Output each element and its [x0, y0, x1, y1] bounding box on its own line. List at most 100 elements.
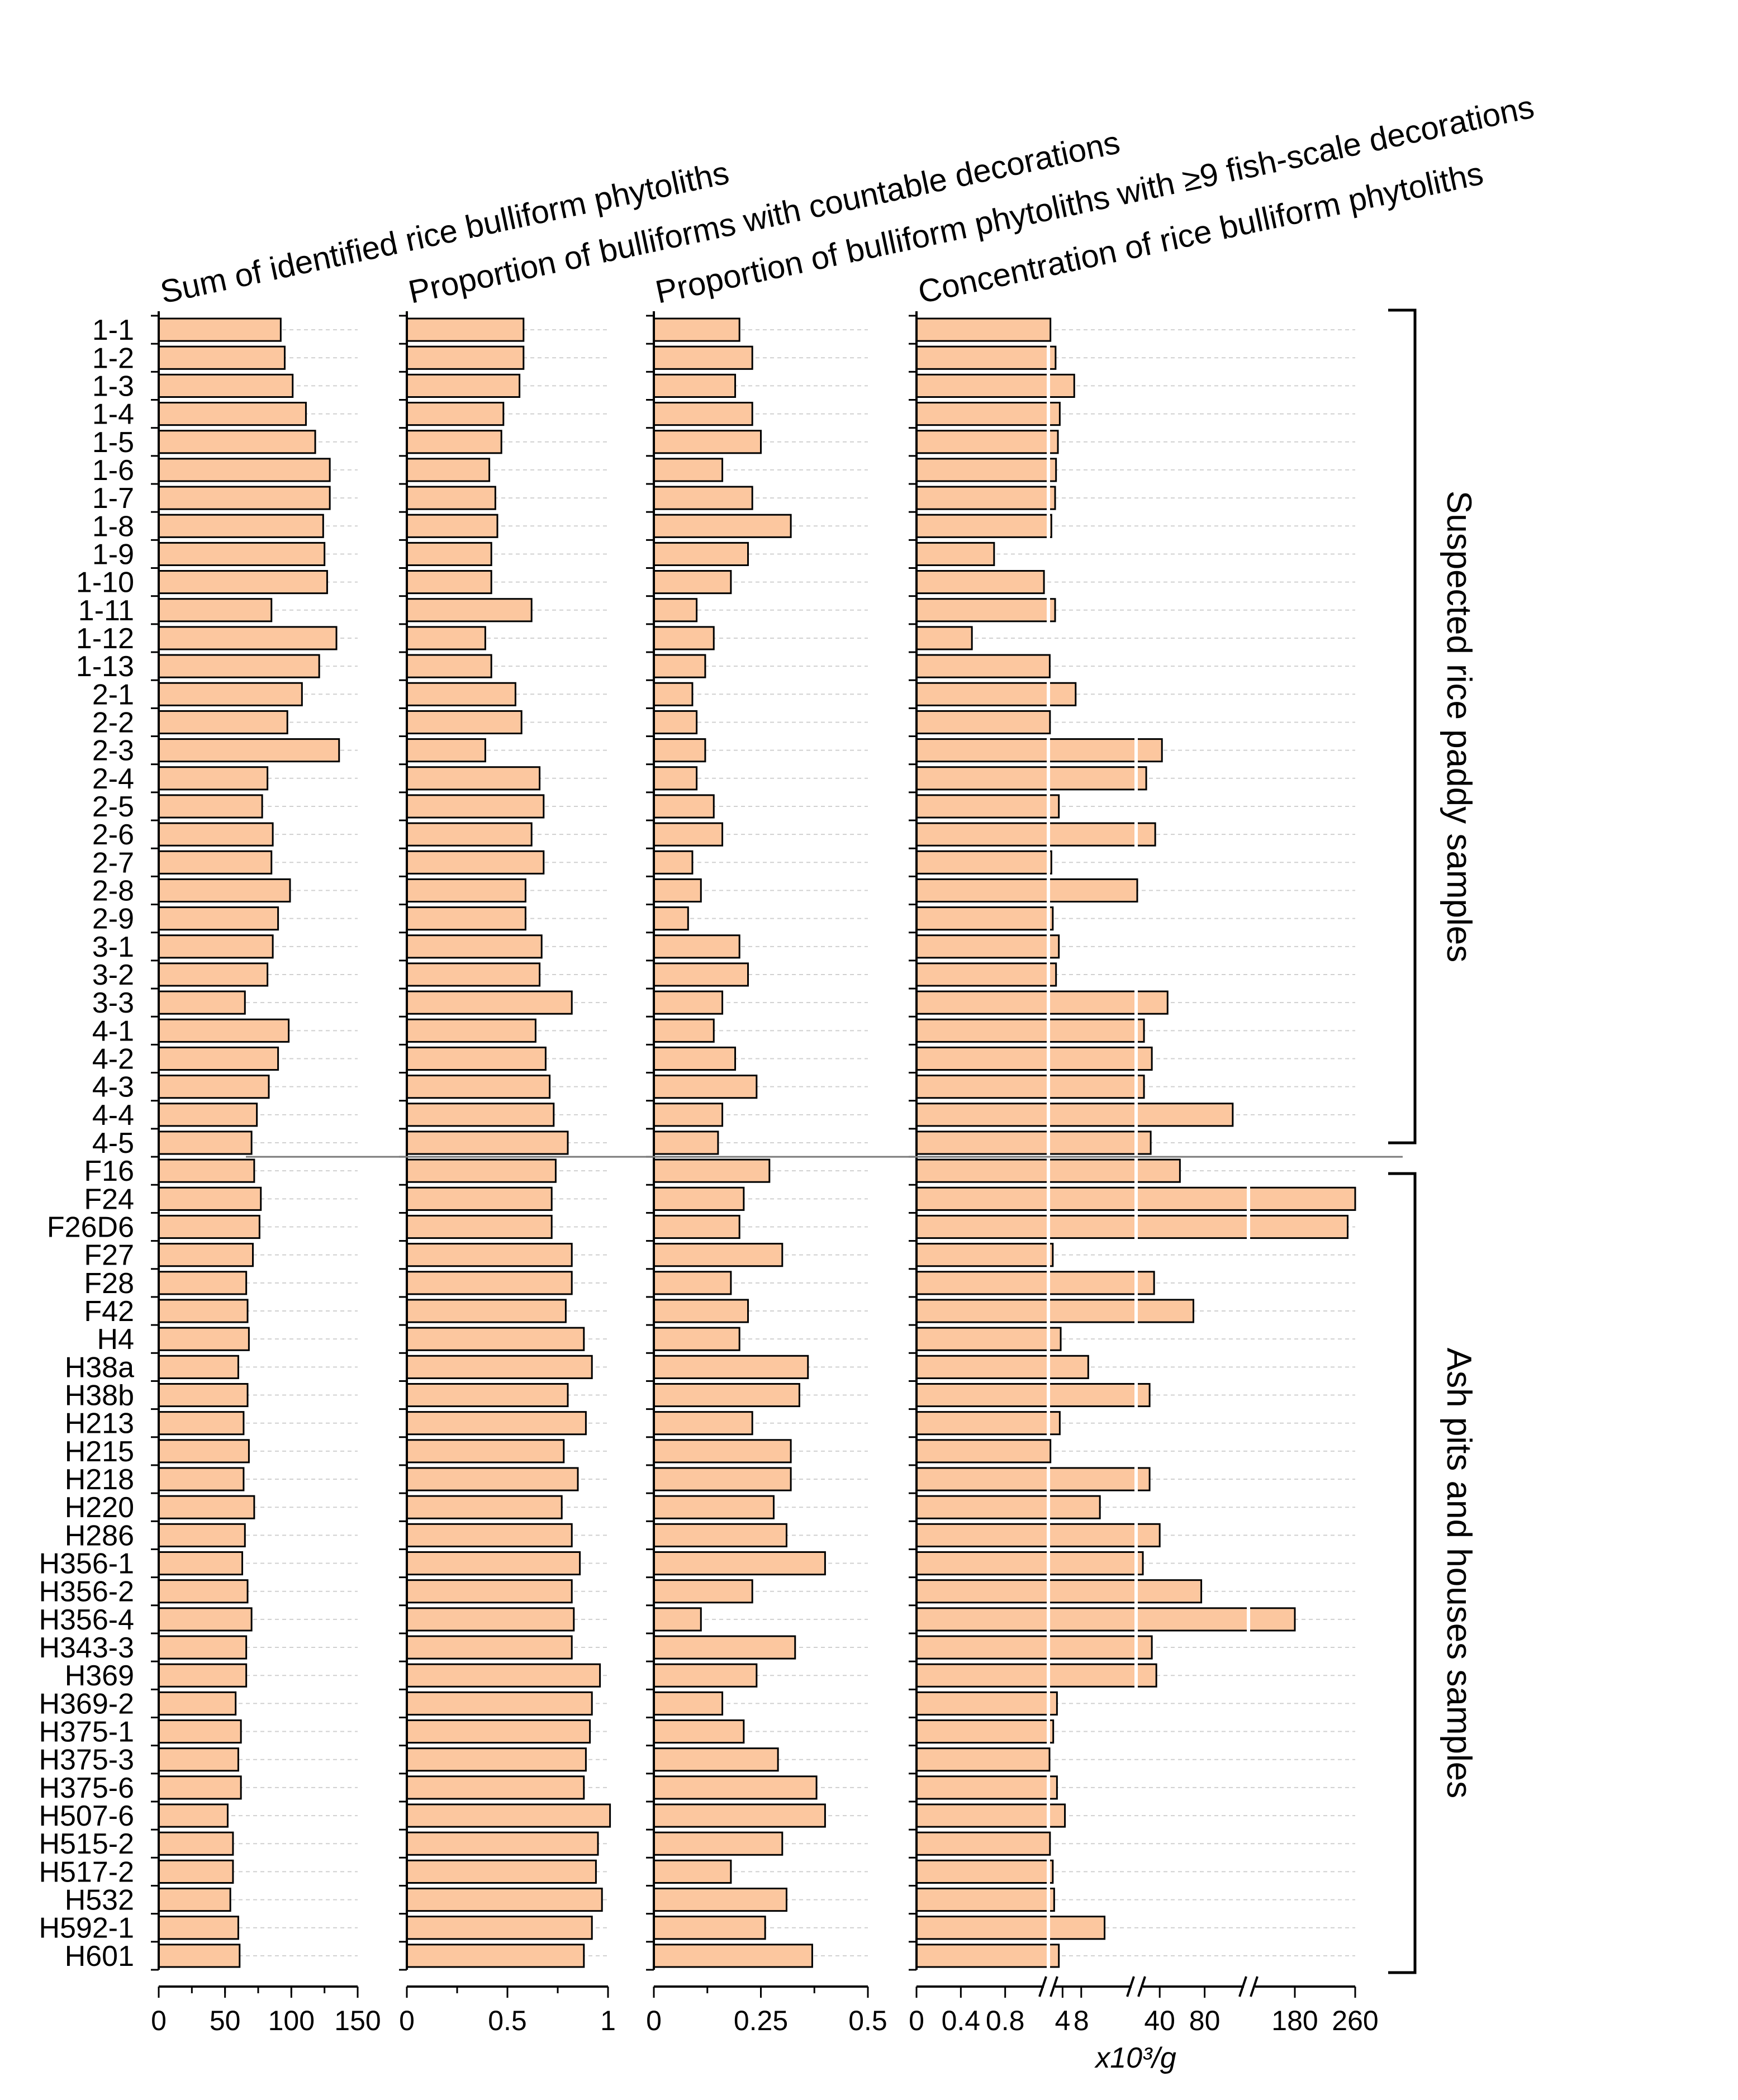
bar [915, 794, 1060, 819]
bar [915, 1355, 1089, 1379]
bar [406, 1691, 593, 1716]
bar [653, 317, 740, 342]
bar [406, 1327, 585, 1351]
bar [406, 962, 541, 987]
category-label: 4-5 [92, 1127, 134, 1160]
bar [406, 822, 533, 847]
x-tick-label: 0.5 [848, 2005, 887, 2036]
bar [653, 794, 715, 819]
bar [406, 486, 496, 510]
bar [915, 1271, 1155, 1295]
bar [653, 934, 740, 959]
bar [158, 345, 286, 370]
bar [406, 1607, 575, 1632]
bar [158, 570, 328, 595]
bar [653, 1243, 783, 1267]
category-label: H375-1 [39, 1716, 134, 1749]
bar [158, 822, 274, 847]
bar [406, 1075, 551, 1099]
bar [406, 1579, 573, 1604]
bars [158, 317, 1356, 1968]
x-tick-label: 1 [600, 2005, 616, 2036]
bar [406, 710, 523, 735]
category-label: 1-5 [92, 426, 134, 459]
bar [915, 626, 973, 650]
category-label: H517-2 [39, 1856, 134, 1888]
bar [653, 1944, 813, 1968]
bar [158, 1327, 250, 1351]
category-label: H286 [65, 1519, 134, 1552]
category-label: F16 [84, 1155, 134, 1187]
category-label: H532 [65, 1884, 134, 1917]
x-tick-label: 150 [334, 2005, 381, 2036]
bar [915, 1635, 1153, 1660]
x-tick-label: 0.4 [942, 2005, 981, 2036]
bar [158, 430, 316, 454]
bar [915, 738, 1163, 763]
bar [158, 1719, 242, 1744]
bar [406, 430, 502, 454]
bar [915, 1944, 1060, 1968]
x-tick-label: 50 [210, 2005, 241, 2036]
bar [406, 570, 492, 595]
category-label: 2-3 [92, 735, 134, 767]
bar [653, 1775, 818, 1800]
bar [915, 486, 1056, 510]
bar [406, 1944, 585, 1968]
category-label: 1-12 [76, 623, 134, 655]
bar [653, 430, 762, 454]
bar [653, 710, 698, 735]
x-axis-label: x10³/g [1094, 2042, 1176, 2074]
bar [158, 1018, 290, 1043]
bar [406, 990, 573, 1015]
bar [653, 570, 732, 595]
bar [406, 1831, 599, 1856]
bar [915, 373, 1075, 398]
bar [158, 1916, 239, 1940]
bar [915, 458, 1057, 482]
bar [653, 1551, 826, 1576]
bar [653, 1186, 745, 1211]
bar [158, 514, 324, 538]
category-label: 1-11 [78, 595, 134, 627]
bar [158, 1747, 239, 1772]
category-label: H38a [65, 1351, 134, 1384]
bar [406, 626, 486, 650]
bar [915, 345, 1057, 370]
bar [158, 1691, 237, 1716]
bar [406, 1411, 587, 1436]
category-label: F42 [84, 1295, 134, 1328]
bar [406, 850, 545, 875]
bar [158, 1859, 234, 1884]
bar [406, 1186, 553, 1211]
bar [158, 1635, 248, 1660]
category-label: 4-4 [92, 1099, 134, 1132]
bar [158, 1382, 249, 1408]
x-tick-label: 0 [646, 2005, 662, 2036]
bar [653, 1130, 719, 1155]
bar [653, 1158, 771, 1183]
bar [915, 1327, 1062, 1351]
bar [406, 878, 526, 903]
bar [158, 878, 291, 903]
bar [915, 1214, 1348, 1239]
bar [158, 317, 282, 342]
bar [653, 1299, 749, 1323]
x-tick-label: 4 [1055, 2005, 1070, 2036]
bar [653, 878, 702, 903]
category-label: 2-1 [92, 678, 134, 711]
bar [653, 402, 753, 426]
bar [406, 402, 505, 426]
bar [915, 906, 1054, 931]
bar [158, 1271, 248, 1295]
bar [158, 1214, 260, 1239]
bar [406, 766, 541, 791]
bar [915, 654, 1051, 678]
bar [158, 654, 320, 678]
bar [653, 822, 724, 847]
bar [653, 1411, 753, 1436]
bar [406, 1663, 601, 1688]
bar [406, 1747, 587, 1772]
bar [653, 766, 698, 791]
bar [406, 458, 491, 482]
